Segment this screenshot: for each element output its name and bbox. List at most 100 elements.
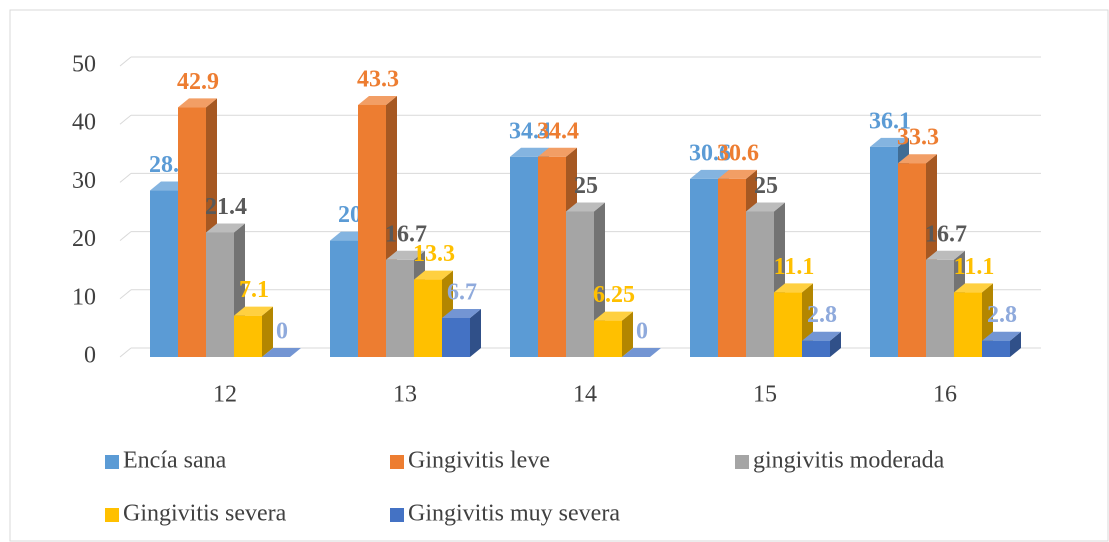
value-label: 33.3 [897,125,939,151]
value-label: 36.1 [869,108,911,134]
bar-top [982,331,1021,341]
bar [774,292,802,357]
bar-top [178,98,217,108]
legend-swatch [735,455,749,469]
legend-label: Gingivitis muy severa [408,501,620,527]
bar-side [622,311,633,357]
value-label: 16.7 [925,221,967,247]
legend-swatch [105,508,119,522]
bar [510,156,538,357]
bar-top [414,270,453,280]
grid-line [119,347,132,358]
bar-top [622,348,661,357]
bar [898,163,926,357]
bar-top [774,283,813,293]
bar-top [538,147,577,157]
bar-top [690,169,729,179]
bar-side [262,306,273,357]
value-label: 6.25 [593,282,635,308]
bar-side [470,309,481,357]
value-label: 34.4 [509,118,551,144]
bar-top [718,169,757,179]
value-label: 7.1 [239,277,269,303]
bar-top [566,202,605,212]
bar [690,178,718,357]
grid-line [119,56,132,67]
value-label: 13.3 [413,241,455,267]
bar [178,107,206,358]
value-label: 25 [574,173,598,199]
bar [386,259,414,357]
value-label: 16.7 [385,221,427,247]
bar [870,146,898,357]
bar [206,232,234,357]
bar [746,211,774,357]
bar [150,190,178,357]
grid-line [119,231,132,241]
bar-top [746,202,785,212]
bar-top [870,137,909,147]
x-tick-label: 16 [933,382,957,408]
bar-top [234,306,273,316]
value-label: 21.4 [205,194,247,220]
legend-swatch [390,508,404,522]
value-label: 0 [276,319,288,345]
bar-top [594,311,633,321]
bar-side [830,331,841,357]
value-label: 0 [636,319,648,345]
y-tick-label: 50 [72,52,96,78]
x-tick-label: 14 [573,382,597,408]
bar [358,104,386,357]
bar [982,340,1010,357]
legend-label: Encía sana [123,448,227,474]
bar-top [510,147,549,157]
legend-label: gingivitis moderada [753,448,945,474]
bar [234,315,262,357]
bar [954,292,982,357]
grid-line [119,114,132,125]
value-label: 43.3 [357,66,399,92]
bar [538,156,566,357]
value-label: 2.8 [807,302,837,328]
bar-top [954,283,993,293]
x-tick-label: 13 [393,382,417,408]
bar-top [898,154,937,164]
y-tick-label: 30 [72,168,96,194]
bar-top [358,95,397,105]
bar [718,178,746,357]
bar-top [262,348,301,357]
y-tick-label: 10 [72,284,96,310]
bar [566,211,594,357]
bar-top [206,223,245,233]
value-label: 2.8 [987,302,1017,328]
bar [442,318,470,357]
bar-side [1010,331,1021,357]
value-label: 34.4 [537,118,579,144]
value-label: 42.9 [177,69,219,95]
bar-top [442,309,481,319]
x-tick-label: 15 [753,382,777,408]
bar-top [926,250,965,260]
x-tick-label: 12 [213,382,237,408]
legend-swatch [390,455,404,469]
legend-label: Gingivitis leve [408,448,550,474]
value-label: 11.1 [774,254,815,280]
legend-swatch [105,455,119,469]
grid-line [119,289,132,300]
value-label: 30.6 [689,140,731,166]
bar [594,320,622,357]
value-label: 6.7 [447,280,477,306]
bar [802,340,830,357]
value-label: 25 [754,173,778,199]
grid-line [119,173,132,183]
bar [330,240,358,357]
y-tick-label: 0 [84,343,96,369]
bar-top [386,250,425,260]
bar [414,279,442,357]
value-label: 30.6 [717,140,759,166]
y-tick-label: 40 [72,110,96,136]
y-tick-label: 20 [72,226,96,252]
value-label: 11.1 [954,254,995,280]
bar-top [802,331,841,341]
